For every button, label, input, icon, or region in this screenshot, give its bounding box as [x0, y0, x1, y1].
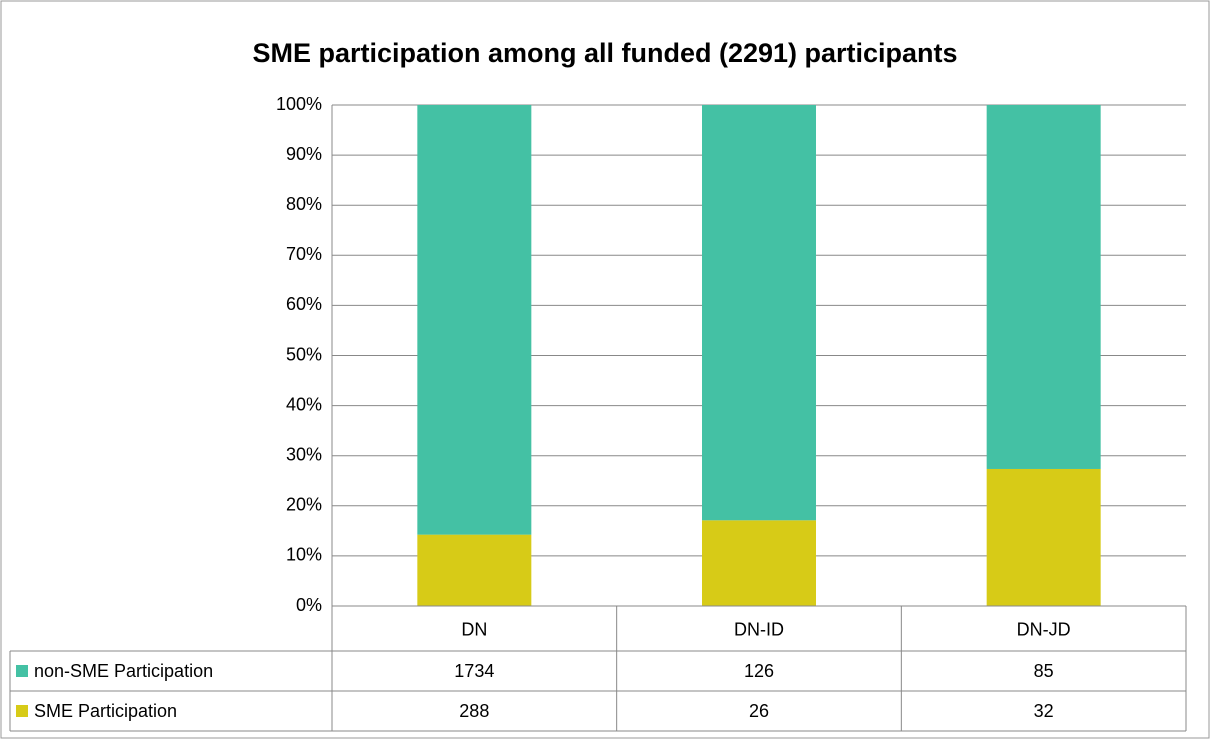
- table-value: 85: [1034, 661, 1054, 681]
- y-tick-label: 0%: [296, 595, 322, 615]
- table-value: 126: [744, 661, 774, 681]
- y-tick-label: 30%: [286, 444, 322, 464]
- bar-segment: [417, 534, 532, 606]
- x-tick-label: DN-ID: [734, 619, 784, 639]
- bar-segment: [986, 468, 1101, 606]
- legend-label: non-SME Participation: [34, 661, 213, 681]
- y-tick-label: 60%: [286, 294, 322, 314]
- bar-segment: [702, 105, 816, 521]
- y-tick-label: 90%: [286, 144, 322, 164]
- legend-key: [16, 705, 28, 717]
- legend-label: SME Participation: [34, 701, 177, 721]
- y-tick-label: 40%: [286, 394, 322, 414]
- table-value: 32: [1034, 701, 1054, 721]
- bar-segment: [417, 105, 532, 535]
- y-tick-label: 10%: [286, 545, 322, 565]
- chart-title: SME participation among all funded (2291…: [252, 38, 957, 68]
- y-tick-label: 70%: [286, 244, 322, 264]
- y-tick-label: 50%: [286, 344, 322, 364]
- bar-segment: [986, 105, 1101, 469]
- table-value: 288: [459, 701, 489, 721]
- y-tick-label: 20%: [286, 495, 322, 515]
- legend-key: [16, 665, 28, 677]
- y-tick-label: 80%: [286, 194, 322, 214]
- y-tick-label: 100%: [276, 94, 322, 114]
- table-value: 1734: [454, 661, 494, 681]
- table-value: 26: [749, 701, 769, 721]
- x-tick-label: DN: [461, 619, 487, 639]
- bar-segment: [702, 520, 816, 606]
- x-tick-label: DN-JD: [1017, 619, 1071, 639]
